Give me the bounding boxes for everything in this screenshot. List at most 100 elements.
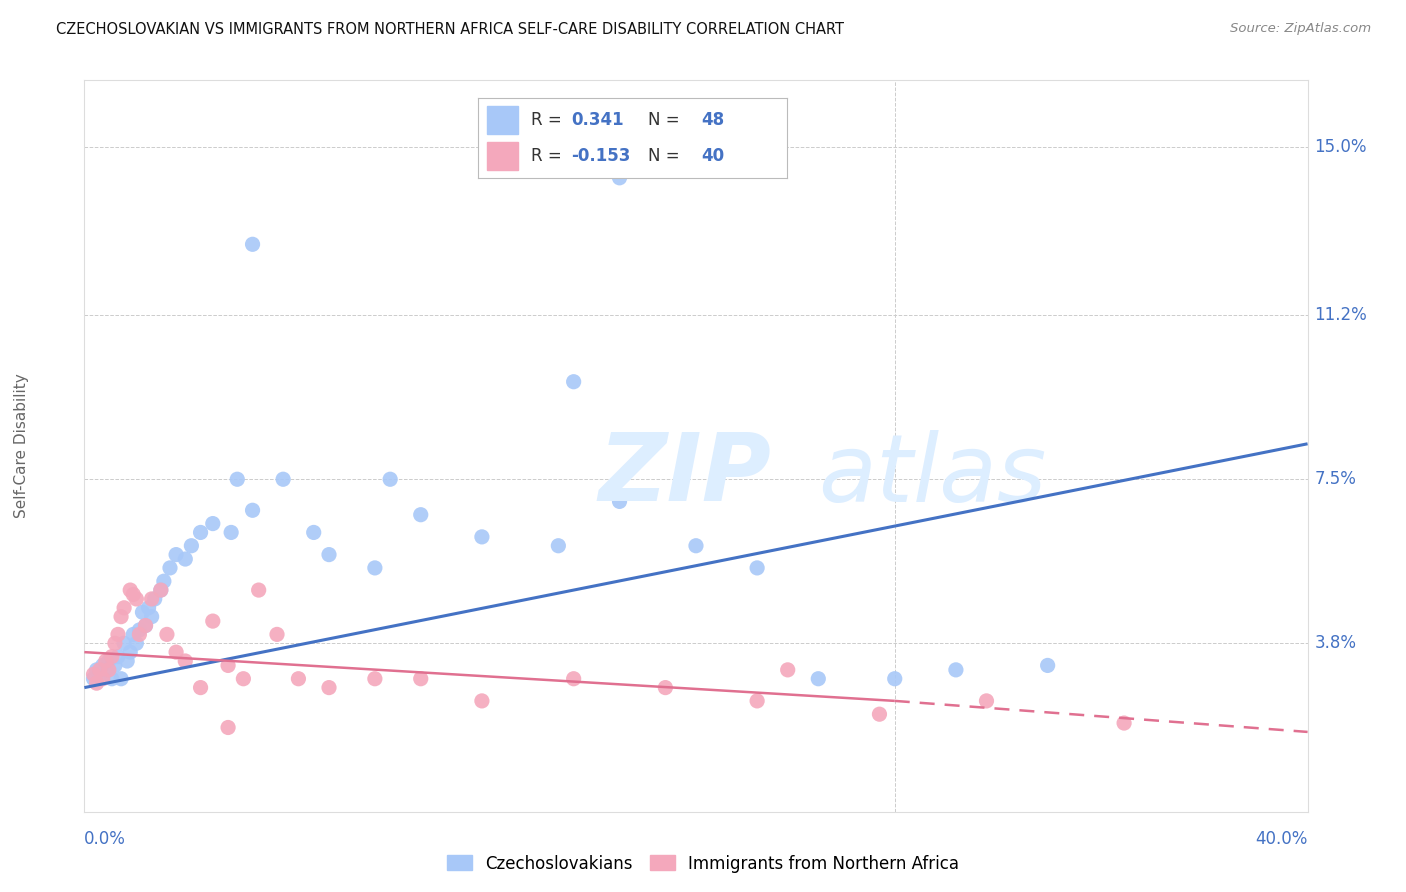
Text: Self-Care Disability: Self-Care Disability bbox=[14, 374, 28, 518]
Point bbox=[883, 672, 905, 686]
Point bbox=[89, 663, 111, 677]
Point bbox=[165, 645, 187, 659]
Text: 48: 48 bbox=[700, 111, 724, 128]
Point bbox=[89, 667, 111, 681]
Point bbox=[219, 525, 242, 540]
Point bbox=[128, 623, 150, 637]
Point bbox=[115, 654, 138, 668]
Point bbox=[380, 472, 402, 486]
Point bbox=[654, 681, 676, 695]
Legend: Czechoslovakians, Immigrants from Northern Africa: Czechoslovakians, Immigrants from Northe… bbox=[440, 848, 966, 880]
Point bbox=[190, 525, 212, 540]
Point bbox=[104, 658, 127, 673]
Point bbox=[91, 672, 114, 686]
Text: 3.8%: 3.8% bbox=[1315, 634, 1357, 652]
Point bbox=[149, 583, 172, 598]
Point bbox=[945, 663, 967, 677]
Point bbox=[302, 525, 325, 540]
Point bbox=[562, 375, 585, 389]
Point bbox=[471, 530, 494, 544]
Point bbox=[125, 591, 148, 606]
Point bbox=[201, 516, 224, 531]
Point bbox=[364, 561, 387, 575]
Point bbox=[86, 663, 108, 677]
Point bbox=[112, 636, 135, 650]
Point bbox=[107, 627, 129, 641]
Point bbox=[318, 681, 340, 695]
Point bbox=[242, 503, 264, 517]
Point bbox=[201, 614, 224, 628]
Text: 0.341: 0.341 bbox=[571, 111, 623, 128]
Point bbox=[869, 707, 891, 722]
Point bbox=[122, 627, 145, 641]
Point bbox=[747, 694, 769, 708]
Point bbox=[217, 721, 239, 735]
Point bbox=[976, 694, 998, 708]
Text: Source: ZipAtlas.com: Source: ZipAtlas.com bbox=[1230, 22, 1371, 36]
Point bbox=[83, 667, 105, 681]
Point bbox=[217, 658, 239, 673]
Point bbox=[86, 676, 108, 690]
Point bbox=[128, 627, 150, 641]
Text: 7.5%: 7.5% bbox=[1315, 470, 1357, 488]
Bar bbox=[488, 142, 519, 170]
Point bbox=[271, 472, 294, 486]
Point bbox=[409, 508, 432, 522]
Point bbox=[101, 672, 124, 686]
Text: N =: N = bbox=[648, 147, 685, 165]
Bar bbox=[488, 106, 519, 134]
Point bbox=[149, 583, 172, 598]
Point bbox=[120, 583, 142, 598]
Point bbox=[165, 548, 187, 562]
Point bbox=[91, 658, 114, 673]
Point bbox=[101, 649, 124, 664]
Text: 40.0%: 40.0% bbox=[1256, 830, 1308, 847]
Text: CZECHOSLOVAKIAN VS IMMIGRANTS FROM NORTHERN AFRICA SELF-CARE DISABILITY CORRELAT: CZECHOSLOVAKIAN VS IMMIGRANTS FROM NORTH… bbox=[56, 22, 844, 37]
Point bbox=[190, 681, 212, 695]
Text: R =: R = bbox=[530, 111, 567, 128]
Text: N =: N = bbox=[648, 111, 685, 128]
Point bbox=[247, 583, 270, 598]
Point bbox=[110, 609, 132, 624]
Point bbox=[242, 237, 264, 252]
Point bbox=[104, 636, 127, 650]
Point bbox=[180, 539, 202, 553]
Point bbox=[120, 645, 142, 659]
Text: 0.0%: 0.0% bbox=[84, 830, 127, 847]
Point bbox=[141, 591, 163, 606]
Point bbox=[125, 636, 148, 650]
Point bbox=[97, 663, 120, 677]
Point bbox=[747, 561, 769, 575]
Text: 11.2%: 11.2% bbox=[1315, 306, 1368, 324]
Point bbox=[141, 609, 163, 624]
Point bbox=[174, 552, 197, 566]
Point bbox=[156, 627, 179, 641]
Point bbox=[83, 672, 105, 686]
Point bbox=[266, 627, 288, 641]
Point bbox=[226, 472, 249, 486]
Point bbox=[174, 654, 197, 668]
Text: 15.0%: 15.0% bbox=[1315, 137, 1367, 156]
Point bbox=[135, 618, 157, 632]
Point bbox=[94, 663, 117, 677]
Point bbox=[776, 663, 799, 677]
Point bbox=[807, 672, 830, 686]
Point bbox=[122, 587, 145, 601]
Point bbox=[97, 654, 120, 668]
Point bbox=[159, 561, 181, 575]
Point bbox=[135, 618, 157, 632]
Point bbox=[562, 672, 585, 686]
Point bbox=[131, 605, 153, 619]
Text: R =: R = bbox=[530, 147, 567, 165]
Point bbox=[471, 694, 494, 708]
Point bbox=[685, 539, 707, 553]
Point bbox=[1114, 716, 1136, 731]
Point bbox=[609, 170, 631, 185]
Point bbox=[364, 672, 387, 686]
Point bbox=[153, 574, 176, 589]
Point bbox=[409, 672, 432, 686]
Point bbox=[110, 672, 132, 686]
Text: -0.153: -0.153 bbox=[571, 147, 630, 165]
Point bbox=[318, 548, 340, 562]
Text: ZIP: ZIP bbox=[598, 429, 770, 521]
